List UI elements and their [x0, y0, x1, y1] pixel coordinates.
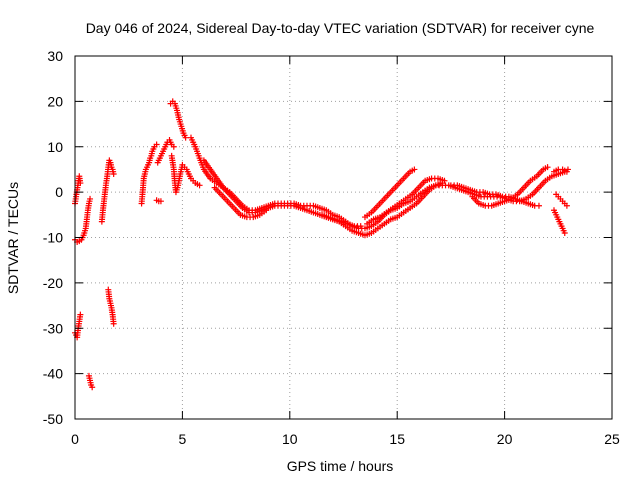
data-point: [87, 195, 94, 202]
series-trace-mid-c: [154, 136, 177, 166]
series-trace-late-b: [469, 164, 551, 209]
y-tick-label: 10: [47, 139, 63, 155]
axes: 0 5 10 15 20 25 -50 -40 -30 -20 -10 0 10 20 30: [43, 48, 620, 447]
series-trace-early-f: [105, 286, 117, 327]
plot-border: [74, 55, 613, 420]
data-point: [110, 320, 117, 327]
y-tick-label: -10: [43, 230, 63, 246]
series-trace-early-e: [98, 157, 117, 225]
series-trace-late-d: [551, 207, 568, 236]
data-point: [357, 223, 364, 230]
x-axis-label: GPS time / hours: [287, 458, 394, 474]
y-tick-label: -20: [43, 275, 63, 291]
data-point: [544, 164, 551, 171]
data-point: [561, 229, 568, 236]
data-point: [77, 311, 84, 318]
series-trace-main-d: [319, 211, 364, 230]
y-tick-label: -40: [43, 366, 63, 382]
series-trace-mid-b: [153, 197, 164, 205]
x-tick-label: 25: [604, 431, 620, 447]
x-tick-label: 20: [497, 431, 513, 447]
series-trace-late-c: [551, 166, 570, 175]
data-point: [89, 384, 96, 391]
data-point: [441, 177, 448, 184]
y-tick-label: 30: [47, 48, 63, 64]
gridlines: [75, 56, 612, 419]
series-trace-mid-e: [168, 152, 203, 196]
series-trace-late-e: [553, 191, 570, 209]
series-trace-main-f: [364, 175, 448, 227]
x-tick-label: 0: [71, 431, 79, 447]
data-point: [157, 198, 164, 205]
data-point: [411, 166, 418, 173]
series-trace-early-d: [85, 372, 96, 391]
data-point: [182, 134, 189, 141]
y-tick-label: -30: [43, 320, 63, 336]
data-point: [196, 182, 203, 189]
data-point: [263, 207, 270, 214]
series-trace-main-e: [361, 166, 418, 221]
series-trace-main-c: [211, 184, 270, 221]
x-tick-label: 15: [389, 431, 405, 447]
x-tick-label: 5: [179, 431, 187, 447]
data-point: [77, 180, 84, 187]
data-point: [563, 202, 570, 209]
data-point: [153, 141, 160, 148]
y-tick-label: -50: [43, 411, 63, 427]
y-tick-label: 0: [55, 184, 63, 200]
y-tick-label: 20: [47, 93, 63, 109]
series-trace-mid-d: [167, 98, 189, 141]
series-trace-mid-a: [138, 141, 160, 207]
data-point: [170, 143, 177, 150]
chart-title: Day 046 of 2024, Sidereal Day-to-day VTE…: [86, 20, 595, 36]
series-trace-late-a: [447, 182, 542, 209]
data-point: [535, 202, 542, 209]
y-axis-label: SDTVAR / TECUs: [5, 182, 21, 294]
plot-area: [72, 98, 571, 391]
data-point: [110, 170, 117, 177]
x-tick-label: 10: [282, 431, 298, 447]
data-point: [563, 168, 570, 175]
